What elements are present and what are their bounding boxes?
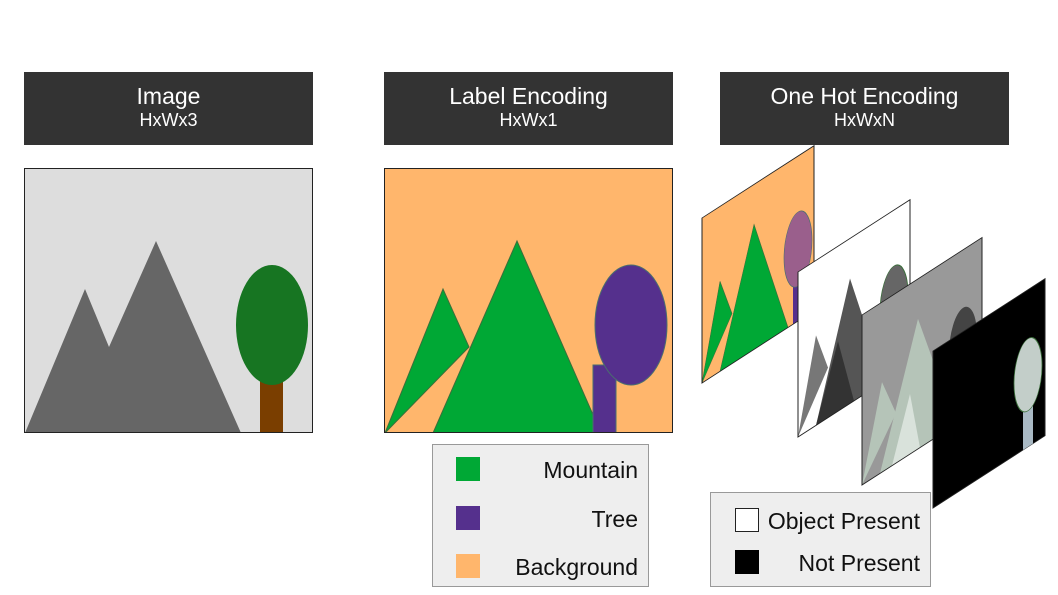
legend-item-not-present: Not Present xyxy=(711,547,930,577)
legend-swatch-not-present xyxy=(735,550,759,574)
legend-item-background: Background xyxy=(433,551,648,581)
one-hot-layer-combined xyxy=(701,144,815,384)
label-legend: Mountain Tree Background xyxy=(432,444,649,587)
header-label-encoding-subtitle: HxWx1 xyxy=(499,110,558,130)
image-tree-crown xyxy=(236,265,308,385)
legend-item-mountain: Mountain xyxy=(433,454,648,484)
legend-swatch-background xyxy=(456,554,480,578)
legend-swatch-tree xyxy=(456,506,480,530)
label-encoding-illustration xyxy=(385,169,672,432)
image-mountains xyxy=(25,241,241,432)
one-hot-layer-tree xyxy=(932,277,1046,509)
header-image-title: Image xyxy=(136,83,201,109)
image-tree-trunk xyxy=(260,381,283,432)
image-illustration xyxy=(25,169,312,432)
header-image-subtitle: HxWx3 xyxy=(139,110,198,130)
header-one-hot-encoding: One Hot Encoding HxWxN xyxy=(720,72,1009,145)
label-tree-crown xyxy=(594,264,668,386)
label-encoding-panel xyxy=(384,168,673,433)
header-one-hot-subtitle: HxWxN xyxy=(834,110,895,130)
label-mountain-large xyxy=(432,239,602,432)
legend-swatch-mountain xyxy=(456,457,480,481)
legend-swatch-object-present xyxy=(735,508,759,532)
header-label-encoding: Label Encoding HxWx1 xyxy=(384,72,673,145)
presence-legend: Object Present Not Present xyxy=(710,492,931,587)
label-mountain-small xyxy=(385,287,470,432)
legend-label-tree: Tree xyxy=(591,506,638,532)
image-panel xyxy=(24,168,313,433)
legend-label-background: Background xyxy=(515,554,638,580)
legend-label-mountain: Mountain xyxy=(543,457,638,483)
legend-label-object-present: Object Present xyxy=(767,508,920,534)
header-label-encoding-title: Label Encoding xyxy=(449,83,608,109)
header-image: Image HxWx3 xyxy=(24,72,313,145)
legend-item-tree: Tree xyxy=(433,503,648,533)
legend-label-not-present: Not Present xyxy=(798,550,920,576)
header-one-hot-title: One Hot Encoding xyxy=(770,83,959,109)
legend-item-object-present: Object Present xyxy=(711,505,930,535)
